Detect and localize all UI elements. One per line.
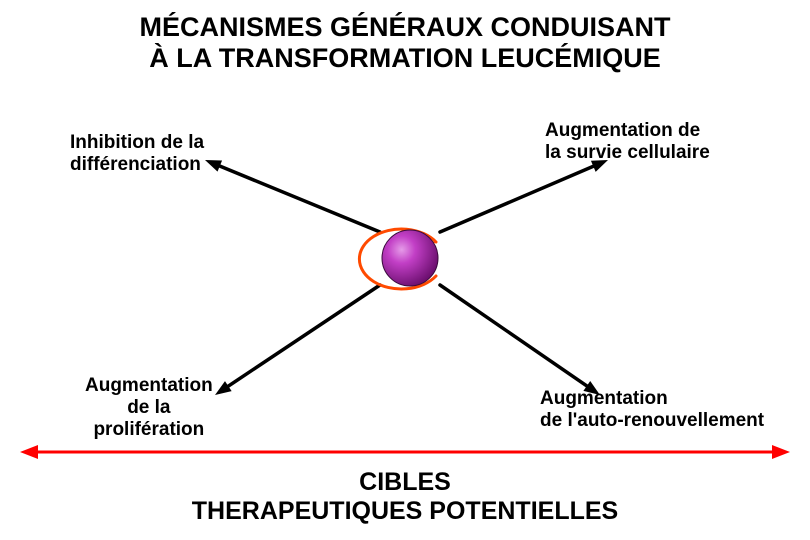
label-auto-renouvellement: Augmentation de l'auto-renouvellement [540, 388, 764, 432]
diagram-svg [0, 0, 810, 540]
label-inhibition-differenciation: Inhibition de la différenciation [70, 132, 204, 176]
cell-node [382, 230, 438, 286]
diagram-footer: CIBLES THERAPEUTIQUES POTENTIELLES [0, 468, 810, 526]
label-proliferation: Augmentation de la prolifération [85, 375, 213, 441]
diagram-stage: MÉCANISMES GÉNÉRAUX CONDUISANT À LA TRAN… [0, 0, 810, 540]
label-survie-cellulaire: Augmentation de la survie cellulaire [545, 120, 710, 164]
horizontal-double-arrow-icon [20, 445, 790, 459]
